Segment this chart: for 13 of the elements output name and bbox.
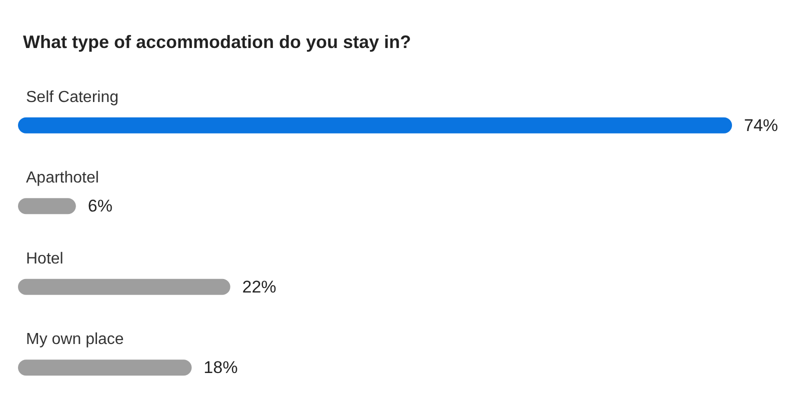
y-tick-label: My own place [26, 331, 124, 348]
bar [18, 198, 76, 214]
data-label: 6% [88, 196, 112, 216]
y-tick-label: Aparthotel [26, 170, 99, 187]
bar [18, 360, 192, 376]
y-tick-label: Hotel [26, 250, 64, 268]
data-label: 22% [242, 277, 276, 296]
y-tick-label: Self Catering [26, 88, 118, 106]
chart-title: What type of accommodation do you stay in? [23, 32, 412, 52]
bar [18, 117, 732, 134]
data-label: 74% [744, 116, 778, 135]
data-label: 18% [204, 358, 238, 378]
bar [18, 278, 230, 295]
